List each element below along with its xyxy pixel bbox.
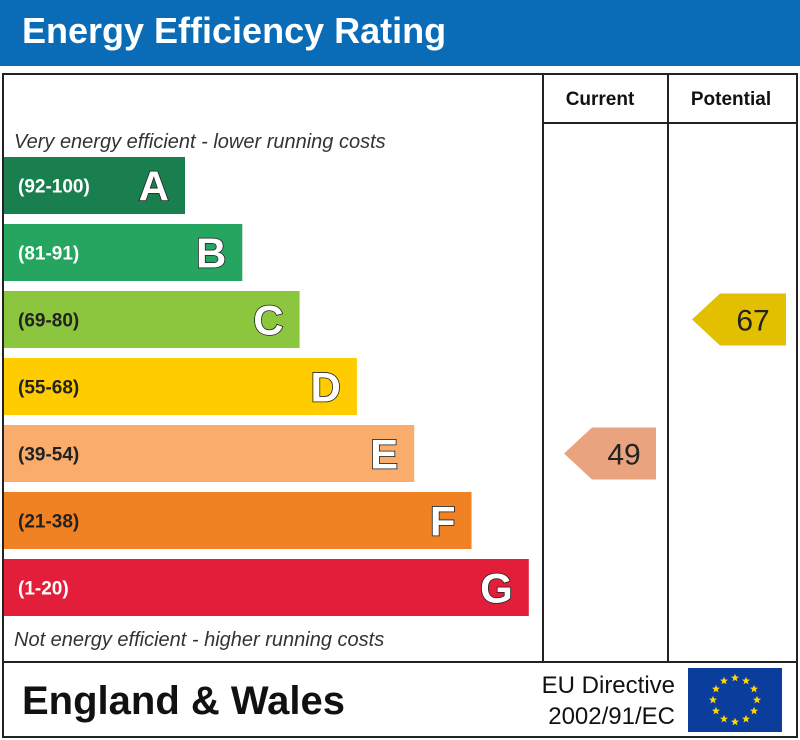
table-frame bbox=[2, 73, 798, 738]
band-f-range: (21-38) bbox=[18, 512, 79, 533]
potential-rating-arrow bbox=[692, 293, 786, 346]
header-bar: Energy Efficiency Rating bbox=[0, 0, 800, 66]
band-e-letter: E bbox=[370, 431, 398, 478]
eu-flag-icon bbox=[688, 668, 782, 732]
current-rating-arrow bbox=[564, 427, 656, 480]
current-rating-value: 49 bbox=[607, 439, 640, 472]
band-c-letter: C bbox=[253, 297, 283, 344]
band-d-range: (55-68) bbox=[18, 378, 79, 399]
band-g-range: (1-20) bbox=[18, 579, 69, 600]
column-header-potential: Potential bbox=[691, 89, 771, 110]
region-label: England & Wales bbox=[22, 679, 345, 723]
rating-bands: (92-100) A (81-91) B (69-80) C (55-68) D (39-54)… bbox=[4, 157, 529, 616]
band-c-bar bbox=[4, 291, 300, 348]
band-d-bar bbox=[4, 358, 357, 415]
band-b-bar bbox=[4, 224, 243, 281]
band-g-letter: G bbox=[480, 565, 513, 612]
band-f-letter: F bbox=[430, 498, 456, 545]
band-b-letter: B bbox=[196, 230, 226, 277]
page-title: Energy Efficiency Rating bbox=[22, 10, 447, 51]
rating-arrows: 49 67 bbox=[564, 293, 786, 480]
band-b-range: (81-91) bbox=[18, 244, 79, 265]
eu-directive-label: EU Directive bbox=[542, 672, 675, 699]
column-header-current: Current bbox=[566, 89, 635, 110]
band-a-bar bbox=[4, 157, 185, 214]
eu-directive-number: 2002/91/EC bbox=[548, 703, 675, 730]
band-a-range: (92-100) bbox=[18, 177, 90, 198]
note-top: Very energy efficient - lower running co… bbox=[14, 131, 386, 153]
note-bottom: Not energy efficient - higher running co… bbox=[14, 629, 384, 651]
band-c-range: (69-80) bbox=[18, 311, 79, 332]
band-e-bar bbox=[4, 425, 415, 482]
band-a-letter: A bbox=[139, 163, 169, 210]
potential-rating-value: 67 bbox=[736, 305, 769, 338]
band-g-bar bbox=[4, 559, 529, 616]
band-e-range: (39-54) bbox=[18, 445, 79, 466]
band-f-bar bbox=[4, 492, 472, 549]
band-d-letter: D bbox=[311, 364, 341, 411]
